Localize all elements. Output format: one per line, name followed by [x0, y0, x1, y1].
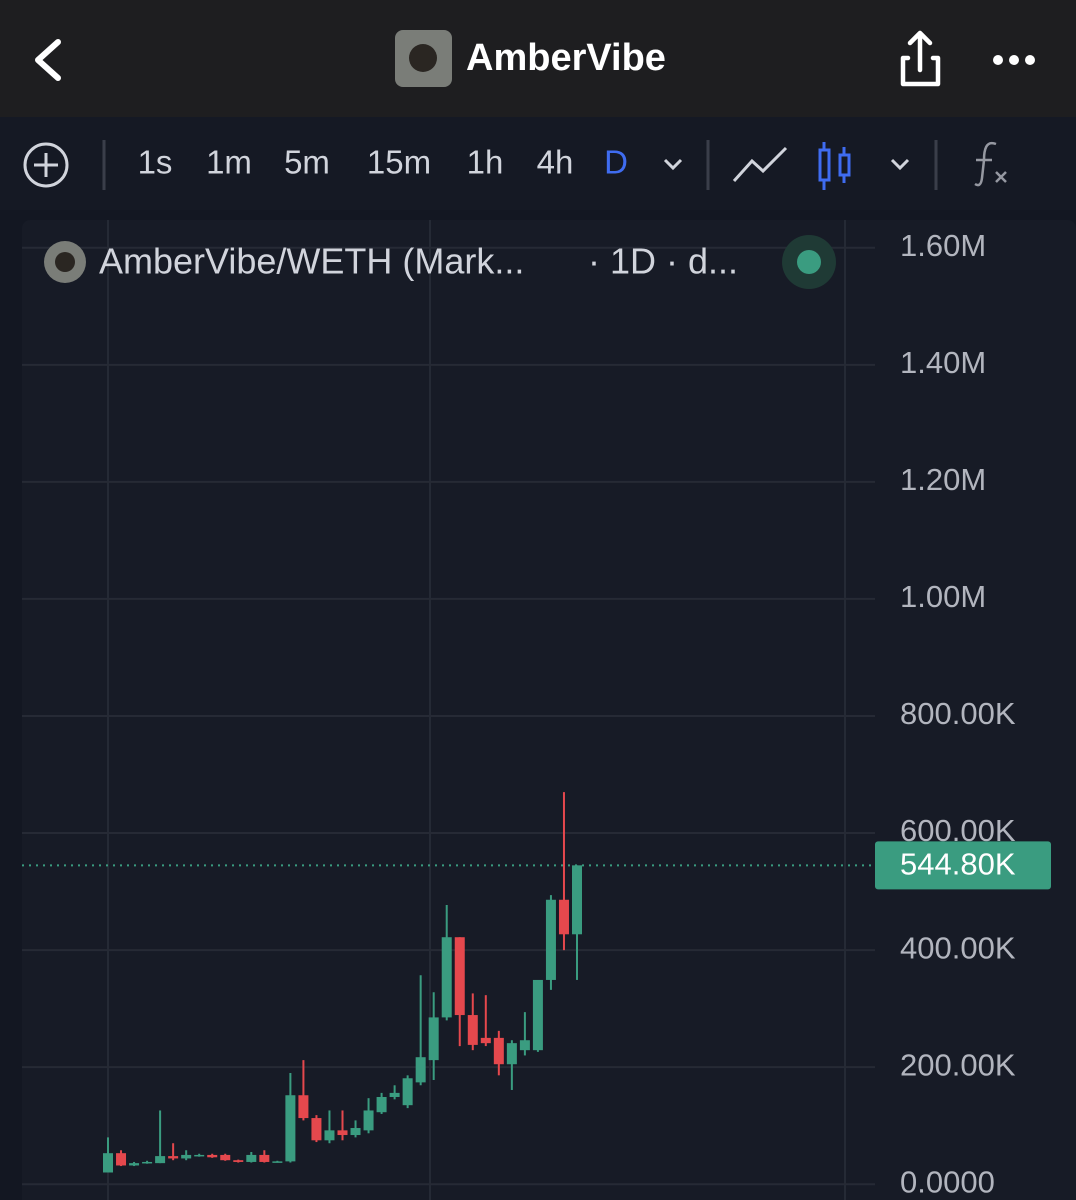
candle-body	[220, 1154, 231, 1161]
y-tick-label: 200.00K	[900, 1047, 1016, 1082]
grid-group	[22, 246, 875, 1186]
candle-body	[428, 1017, 439, 1061]
candle-body	[376, 1096, 387, 1113]
candle-body	[142, 1161, 153, 1164]
interval-button[interactable]: D	[604, 144, 628, 181]
candle-body	[441, 937, 452, 1018]
last-price-box	[875, 841, 1051, 890]
candle-body	[402, 1078, 413, 1106]
add-button[interactable]	[23, 142, 69, 188]
legend-avatar-face	[55, 252, 75, 272]
interval-button[interactable]: 15m	[367, 144, 431, 181]
candle-body	[506, 1043, 517, 1065]
candle-group	[103, 792, 582, 1173]
line-style-button[interactable]	[732, 146, 788, 183]
candle-body	[558, 899, 569, 935]
candle-body	[519, 1040, 530, 1051]
candle-body	[155, 1156, 166, 1164]
candle-body	[259, 1154, 270, 1162]
y-tick-label: 1.40M	[900, 345, 986, 380]
candle-body	[194, 1154, 205, 1157]
candle-body	[572, 865, 582, 935]
candle-body	[389, 1092, 400, 1097]
candle-body	[454, 937, 465, 1016]
interval-button[interactable]: 1s	[138, 144, 173, 181]
back-button[interactable]	[35, 39, 61, 81]
y-tick-label: 1.60M	[900, 228, 986, 263]
candle-body	[467, 1015, 478, 1045]
candle-body	[415, 1057, 426, 1083]
candle-body	[116, 1153, 127, 1166]
interval-dropdown[interactable]	[663, 158, 683, 171]
candle-body	[103, 1153, 113, 1173]
interval-button[interactable]: 5m	[284, 144, 330, 181]
candle-body	[480, 1037, 491, 1044]
y-tick-label: 400.00K	[900, 930, 1016, 965]
candle-body	[181, 1154, 192, 1159]
legend-title: AmberVibe/WETH (Mark...	[99, 241, 524, 282]
candle-body	[350, 1128, 361, 1136]
indicators-button[interactable]	[974, 141, 1007, 187]
y-tick-label: 800.00K	[900, 696, 1016, 731]
candle-body	[532, 979, 543, 1051]
y-tick-label: 1.00M	[900, 579, 986, 614]
candle-body	[272, 1161, 283, 1163]
share-button[interactable]	[900, 30, 941, 87]
last-price-label: 544.80K	[900, 847, 1016, 882]
y-tick-label: 1.20M	[900, 462, 986, 497]
candle-body	[324, 1130, 335, 1141]
interval-button[interactable]: 1h	[467, 144, 504, 181]
candle-body	[337, 1130, 348, 1136]
candle-body	[233, 1160, 244, 1162]
header-bar	[0, 0, 1076, 117]
header-title: AmberVibe	[466, 37, 666, 79]
legend-subtitle: · 1D · d...	[588, 241, 738, 282]
candle-style-button[interactable]	[818, 142, 851, 190]
candle-body	[545, 899, 556, 980]
candle-body	[168, 1156, 179, 1159]
axis-group: 0.0000200.00K400.00K600.00K800.00K1.00M1…	[22, 228, 1051, 1199]
y-tick-label: 0.0000	[900, 1164, 995, 1199]
candle-body	[285, 1095, 296, 1162]
interval-group: 1s 1m 5m 15m 1h 4h D	[138, 144, 628, 181]
status-dot	[797, 250, 821, 274]
chart-panel	[22, 220, 1076, 1200]
interval-button[interactable]: 4h	[537, 144, 574, 181]
candle-body	[246, 1154, 257, 1162]
candle-body	[298, 1095, 309, 1119]
chart-style-dropdown[interactable]	[890, 158, 910, 171]
more-button[interactable]	[993, 55, 1035, 65]
interval-button[interactable]: 1m	[206, 144, 252, 181]
candle-body	[207, 1154, 218, 1158]
candle-body	[311, 1118, 322, 1141]
candle-body	[129, 1163, 140, 1166]
avatar-face	[409, 44, 437, 72]
candle-body	[363, 1110, 374, 1131]
candle-body	[493, 1037, 504, 1065]
